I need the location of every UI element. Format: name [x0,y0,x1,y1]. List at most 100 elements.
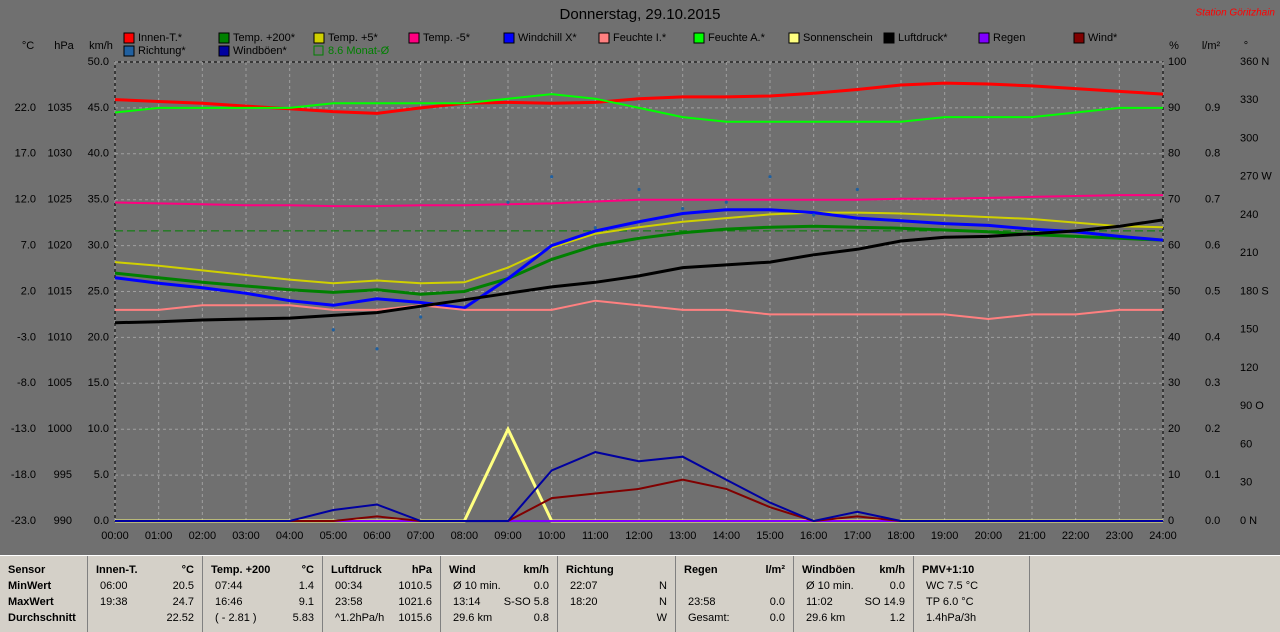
y-tick-label: 120 [1240,362,1258,374]
y-tick-label: 100 [1168,56,1186,68]
x-tick-label: 23:00 [1106,530,1134,542]
axis-unit-label: ° [1244,40,1248,52]
cell-value: 1010.5 [398,580,432,592]
series-line [115,299,1163,321]
y-tick-label: 30.0 [88,240,109,252]
y-tick-label: 1005 [48,377,72,389]
legend-swatch [218,45,230,57]
station-name: Station Göritzhain [1196,8,1276,19]
cell-label: 16:46 [215,596,243,608]
x-tick-label: 21:00 [1018,530,1046,542]
table-column: Windböen km/h Ø 10 min. 0.0 11:02 SO 14.9 29.6… [794,556,914,632]
legend-swatch [693,32,705,44]
legend-swatch [408,32,420,44]
legend-label: Temp. -5* [423,32,471,44]
cell-value: W [656,612,667,624]
y-tick-label: -13.0 [11,423,36,435]
direction-point [550,175,554,179]
cell-value: 0.0 [769,612,785,624]
y-tick-label: 300 [1240,132,1258,144]
x-tick-label: 13:00 [669,530,697,542]
y-tick-label: 90 [1168,102,1180,114]
x-tick-label: 03:00 [232,530,260,542]
legend-label: Feuchte A.* [708,32,766,44]
direction-point [768,175,772,179]
y-tick-label: 20 [1168,423,1180,435]
series-line [114,93,1163,123]
cell-label: MaxWert [8,596,54,608]
cell-value: 1021.6 [398,596,432,608]
legend-label: 8.6 Monat-Ø [328,45,390,57]
direction-point [593,226,597,230]
y-tick-label: 2.0 [21,285,36,297]
y-tick-label: 30 [1240,477,1252,489]
cell-label: 29.6 km [806,612,846,624]
series-line [114,224,1164,296]
cell-label: 18:20 [570,596,598,608]
y-tick-label: 70 [1168,194,1180,206]
cell-label: 11:02 [806,596,833,608]
direction-point [724,200,728,204]
cell-label: 23:58 [688,596,716,608]
cell-label: WC 7.5 °C [926,580,979,592]
chart-title: Donnerstag, 29.10.2015 [560,6,721,23]
direction-point [419,315,423,319]
legend-label: Windböen* [233,45,288,57]
axis-unit-label: km/h [89,40,113,52]
direction-point [331,328,335,332]
y-tick-label: 0 N [1240,515,1257,527]
y-tick-label: 45.0 [88,102,109,114]
table-column: Wind km/h Ø 10 min. 0.0 13:14 S-SO 5.8 29.6 km… [441,556,558,632]
cell-label: TP 6.0 °C [926,596,974,608]
y-tick-label: 0.1 [1205,469,1220,481]
y-tick-label: 0.7 [1205,194,1220,206]
y-tick-label: 40 [1168,331,1180,343]
direction-point [375,347,379,351]
y-tick-label: 0.0 [94,515,109,527]
y-tick-label: 40.0 [88,148,109,160]
cell-value: 22.52 [166,612,194,624]
cell-value: 1015.6 [398,612,432,624]
cell-value: 24.7 [172,596,194,608]
y-tick-label: 15.0 [88,377,109,389]
cell-label: Gesamt: [688,612,730,624]
x-tick-label: 15:00 [756,530,784,542]
table-column: Regen l/m² 23:58 0.0 Gesamt: 0.0 [676,556,794,632]
column-header: Regen [684,564,718,576]
column-header: Wind [449,564,476,576]
cell-label: 06:00 [100,580,128,592]
y-tick-label: 22.0 [15,102,36,114]
cell-value: 0.0 [533,580,549,592]
y-tick-label: 90 O [1240,400,1264,412]
cell-value: 0.0 [889,580,905,592]
legend-swatch [503,32,515,44]
cell-label: 22:07 [570,580,598,592]
column-header: Sensor [8,564,46,576]
stats-table: Sensor MinWert MaxWert Durchschnitt Innen-T.… [0,555,1280,632]
column-unit: km/h [879,564,905,576]
y-tick-label: 1010 [48,331,72,343]
y-tick-label: 0.4 [1205,331,1220,343]
legend-swatch [313,45,324,56]
legend-label: Regen [993,32,1025,44]
x-tick-label: 24:00 [1149,530,1177,542]
direction-point [637,187,641,192]
axis-unit-label: °C [22,40,34,52]
y-tick-label: -23.0 [11,515,36,527]
x-tick-label: 18:00 [887,530,915,542]
cell-value: SO 14.9 [864,596,905,608]
x-tick-label: 02:00 [189,530,217,542]
axis-unit-label: l/m² [1202,40,1221,52]
column-header: PMV+1:10 [922,564,975,576]
y-tick-label: 30 [1168,377,1180,389]
cell-label: 29.6 km [453,612,493,624]
x-tick-label: 16:00 [800,530,828,542]
x-tick-label: 20:00 [975,530,1003,542]
table-column: Richtung 22:07 N 18:20 N W [558,556,676,632]
column-header: Luftdruck [331,564,382,576]
cell-label: ^1.2hPa/h [335,612,385,624]
x-tick-label: 19:00 [931,530,959,542]
cell-value: 1.2 [889,612,905,624]
y-tick-label: 1025 [48,194,72,206]
legend-label: Temp. +200* [233,32,296,44]
